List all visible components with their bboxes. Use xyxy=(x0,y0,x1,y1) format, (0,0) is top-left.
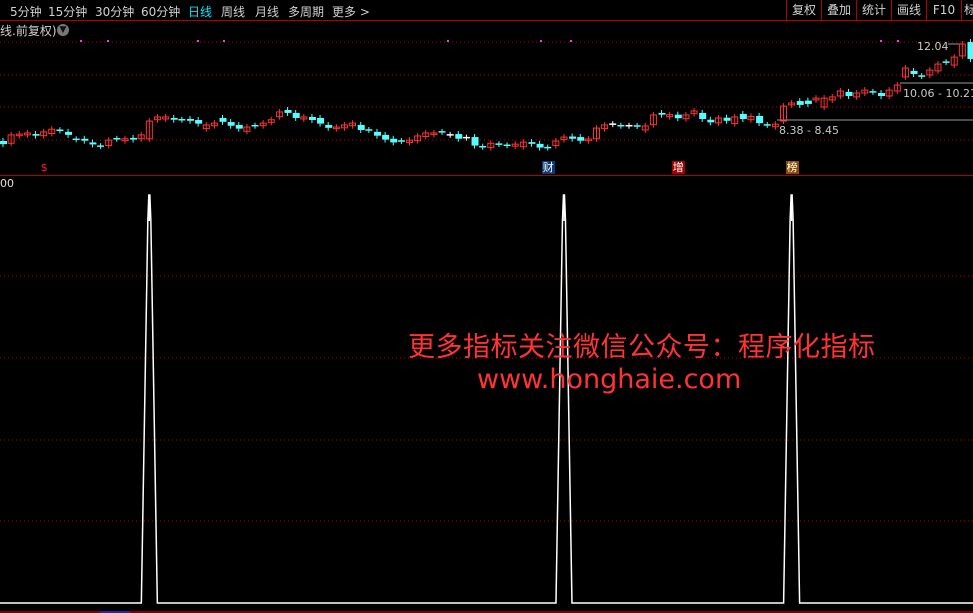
candle-body-down xyxy=(236,125,243,129)
candle-body-down xyxy=(659,113,666,115)
candle-body-down xyxy=(911,71,918,74)
panel-separator[interactable] xyxy=(0,175,973,176)
candle-body-down xyxy=(0,141,7,144)
candle-body-down xyxy=(130,138,137,140)
signal-dot xyxy=(80,40,82,42)
candle-body-down xyxy=(317,118,324,124)
candle-body-down xyxy=(528,142,535,144)
candle-body-down xyxy=(89,142,96,144)
candle-body-down xyxy=(699,113,706,119)
candle-body-down xyxy=(707,120,714,123)
candle-body-down xyxy=(797,101,804,105)
signal-dot xyxy=(880,40,882,42)
kline-chart xyxy=(0,0,973,613)
event-marker-ranking[interactable]: 榜 xyxy=(786,161,799,174)
range-label-low: 8.38 - 8.45 xyxy=(779,124,839,137)
signal-dot xyxy=(570,40,572,42)
candle-body-down xyxy=(577,137,584,141)
candle-body-down xyxy=(195,120,202,124)
candle-body-down xyxy=(382,135,389,140)
candle-body-down xyxy=(81,139,88,141)
candle-body-down xyxy=(293,113,300,118)
signal-dot xyxy=(897,40,899,42)
watermark-text: 更多指标关注微信公众号：程序化指标 xyxy=(408,325,876,364)
candle-body-down xyxy=(374,132,381,136)
candle-body-down xyxy=(756,116,763,123)
candle-body-down xyxy=(569,137,576,139)
candle-body-down xyxy=(967,42,973,59)
candle-body-down xyxy=(228,122,235,126)
candle-body-down xyxy=(455,134,462,139)
candle-body-down xyxy=(220,118,227,122)
candle-body-down xyxy=(33,134,40,136)
indicator-line xyxy=(0,195,973,603)
event-marker-dollar[interactable]: $ xyxy=(38,161,51,174)
candle-body-down xyxy=(846,92,853,96)
candle-body-down xyxy=(358,125,365,130)
event-marker-finance[interactable]: 财 xyxy=(542,161,555,174)
candle-body-down xyxy=(675,115,682,119)
watermark-url: www.honghaie.com xyxy=(477,364,741,395)
candle-body-down xyxy=(390,139,397,143)
signal-dot xyxy=(447,40,449,42)
range-label-high: 12.04 xyxy=(917,40,949,53)
candle-body-down xyxy=(187,119,194,121)
candle-body-down xyxy=(472,137,479,145)
candle-body-down xyxy=(325,125,332,128)
signal-dot xyxy=(197,40,199,42)
signal-dot xyxy=(107,40,109,42)
candle-body-down xyxy=(805,101,812,104)
candle-body-down xyxy=(171,118,178,120)
candle-body-down xyxy=(740,114,747,119)
indicator-scale-label: 00 xyxy=(0,177,14,190)
event-marker-increase[interactable]: 增 xyxy=(672,161,685,174)
candle-body-down xyxy=(65,132,72,135)
candle-body-down xyxy=(537,144,544,148)
candle-body-down xyxy=(878,93,885,96)
signal-dot xyxy=(540,40,542,42)
candle-body-down xyxy=(285,110,292,113)
signal-dot xyxy=(223,40,225,42)
candle-body-down xyxy=(724,118,731,121)
range-label-mid: 10.06 - 10.21 xyxy=(903,87,973,100)
candle-body-down xyxy=(309,117,316,120)
